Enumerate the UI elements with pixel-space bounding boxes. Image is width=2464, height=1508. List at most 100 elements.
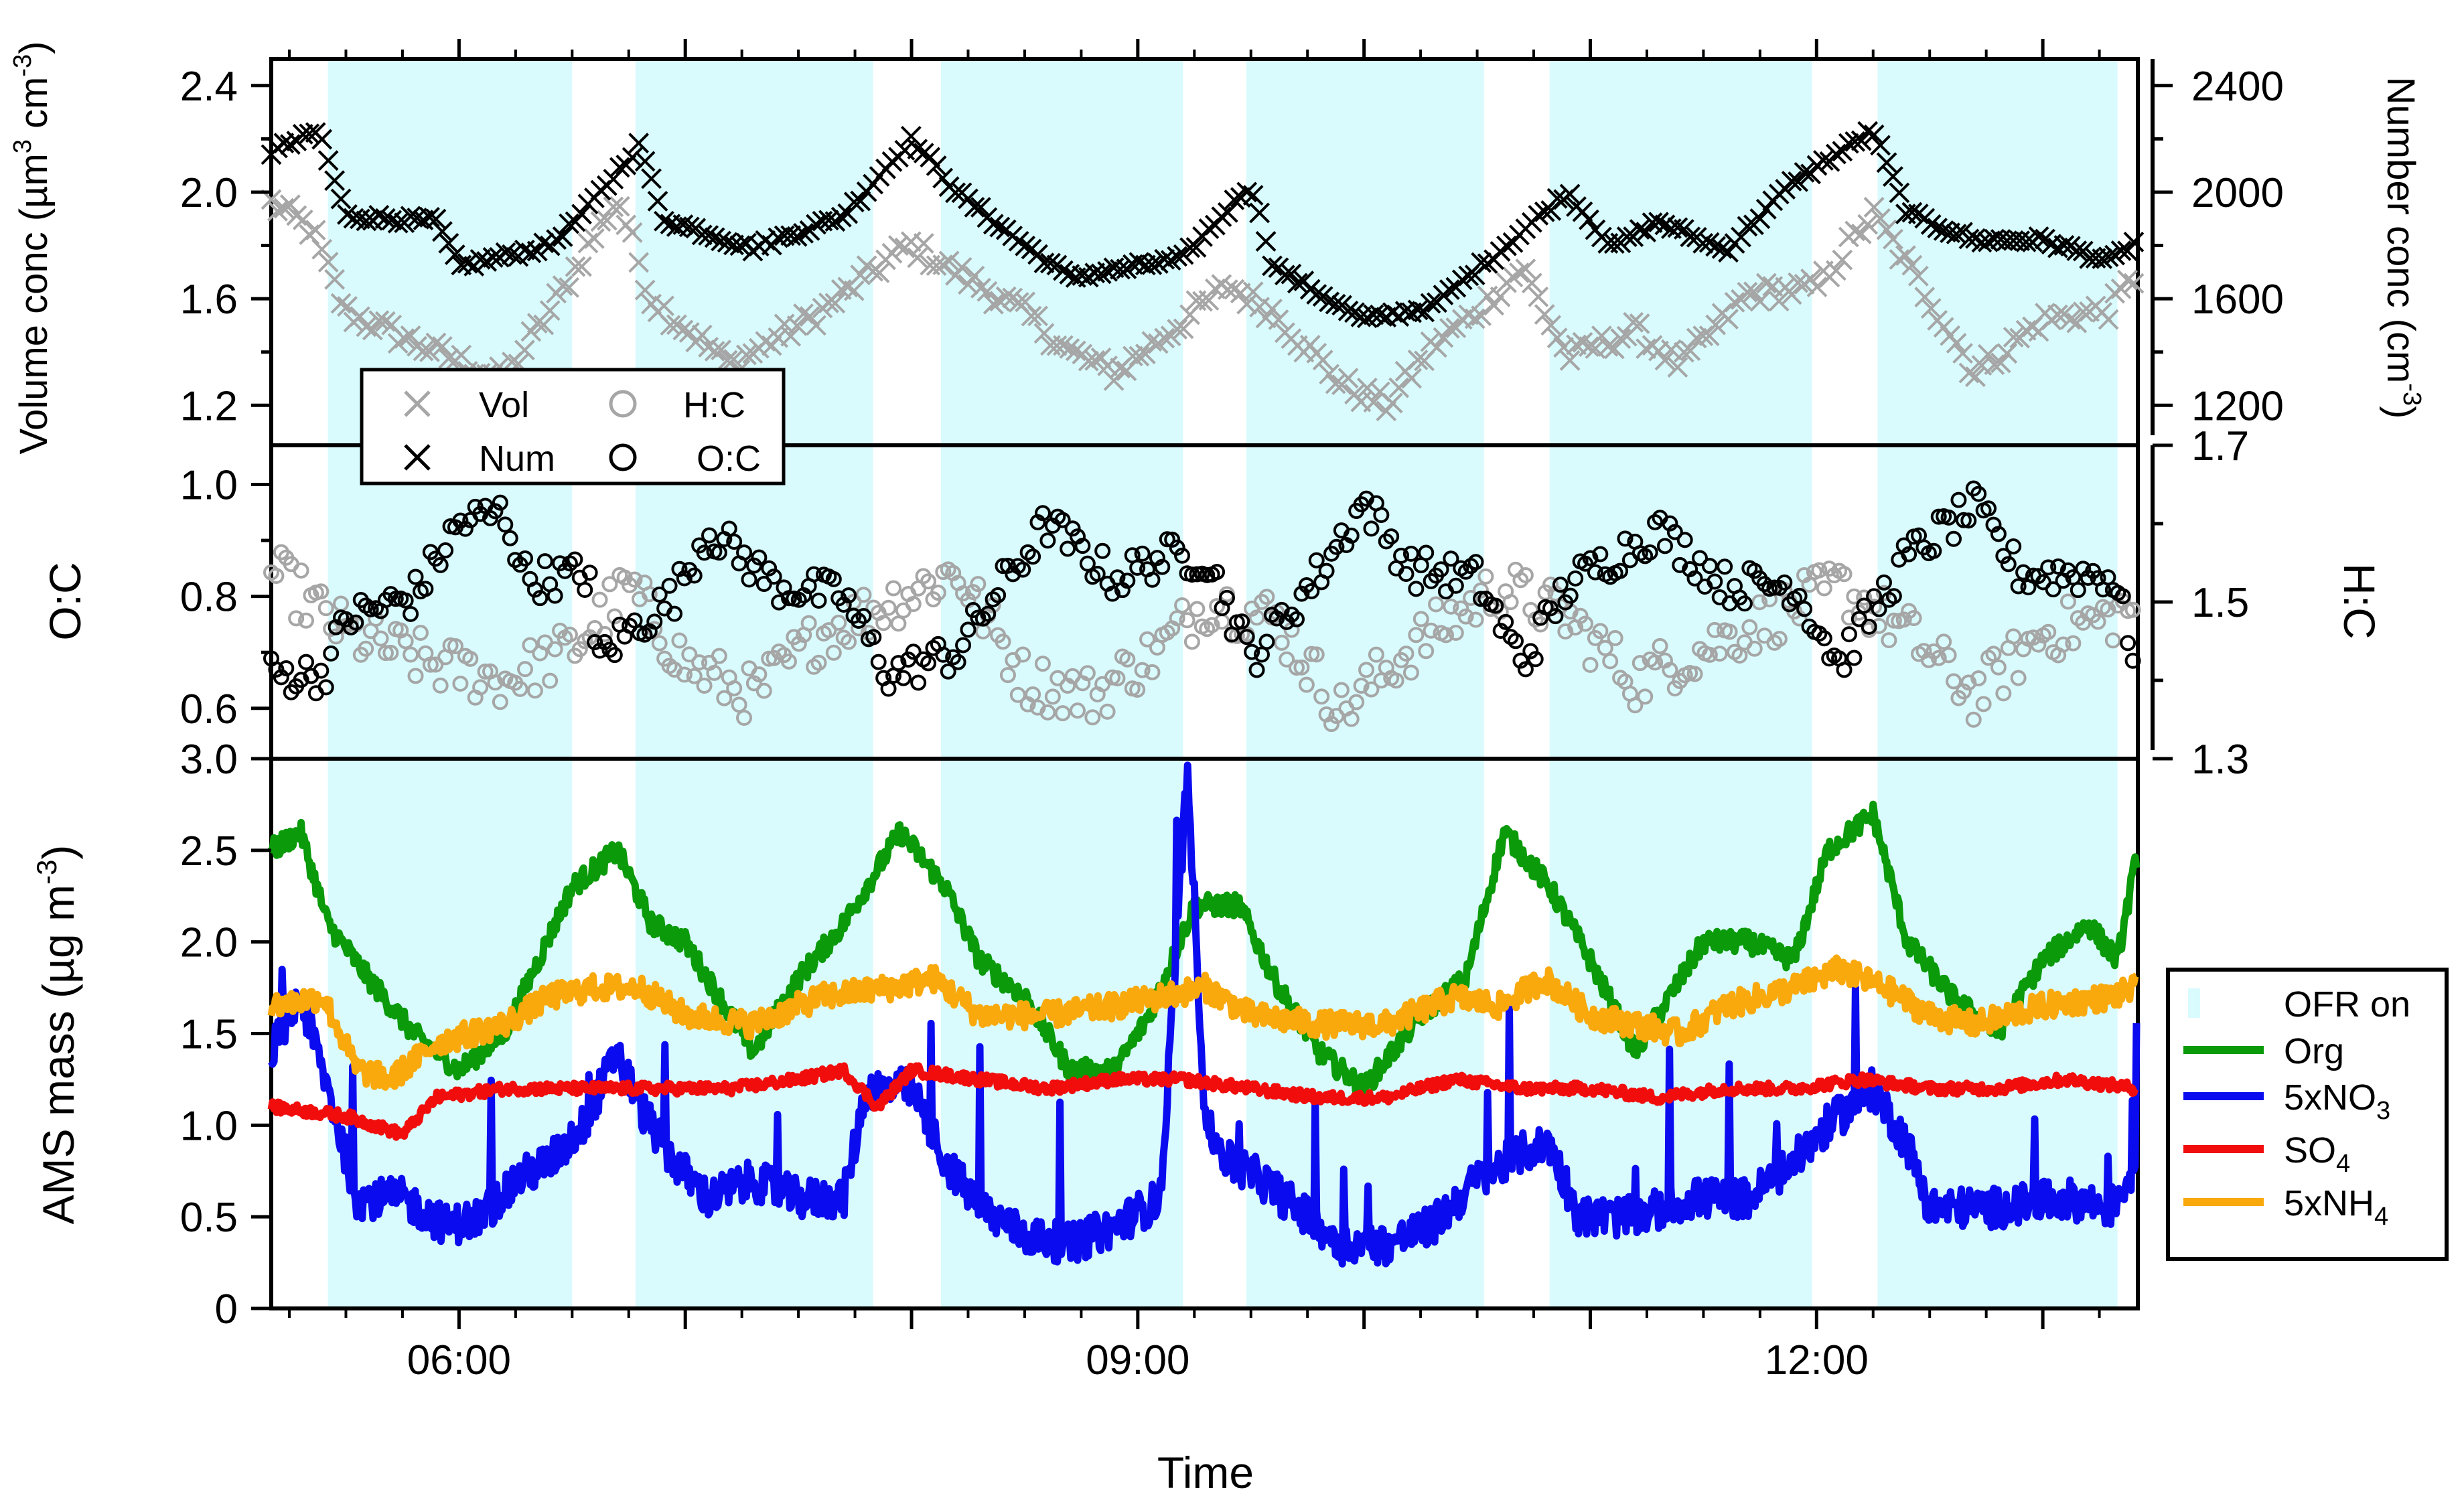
x-stroke (279, 134, 301, 155)
x-marker (1141, 254, 1163, 275)
x-stroke (729, 235, 751, 256)
x-marker (609, 196, 630, 217)
x-stroke (559, 213, 579, 234)
x-marker (1337, 368, 1359, 389)
x-marker (628, 252, 650, 273)
x-stroke (793, 303, 814, 325)
x-marker (1521, 273, 1542, 294)
x-stroke (1236, 181, 1258, 203)
x-stroke (2003, 327, 2024, 348)
y-tick-label: 2.5 (180, 828, 238, 875)
x-stroke (1895, 245, 1916, 267)
ticks: 1.2 1.6 2.0 2.4 1200 1600 2000 2400 0.6 0.8 1.0 1.3… (180, 39, 2284, 1383)
x-stroke (1154, 248, 1175, 270)
o-marker (890, 615, 907, 632)
o-marker (855, 587, 872, 603)
x-stroke (1078, 267, 1099, 288)
o-marker (865, 629, 882, 646)
x-marker (1958, 228, 1980, 250)
x-axis-title: Time (1157, 1448, 1254, 1497)
o-marker (1099, 703, 1116, 720)
o-marker (1079, 665, 1096, 682)
x-marker (552, 226, 573, 247)
o-marker (2045, 581, 2061, 598)
o-marker (990, 587, 1007, 603)
x-marker (1217, 202, 1238, 223)
o-marker (1437, 627, 1454, 644)
o-marker (317, 600, 334, 617)
x-stroke (425, 208, 447, 230)
x-stroke (1160, 250, 1181, 271)
o-marker (686, 567, 703, 584)
o-marker (945, 649, 962, 666)
o-marker (1423, 622, 1439, 639)
x-stroke (1275, 265, 1295, 286)
oc-ylabel: O:C (40, 562, 90, 640)
x-marker (1217, 279, 1238, 300)
x-marker (571, 256, 592, 277)
o-marker (1856, 597, 1873, 614)
x-stroke (1147, 252, 1169, 274)
o-marker (1308, 552, 1325, 569)
o-marker (1960, 512, 1977, 529)
x-marker (590, 211, 611, 232)
o-marker (1408, 627, 1425, 644)
o-marker (403, 646, 419, 663)
o-marker (1293, 659, 1310, 676)
o-marker (2040, 623, 2057, 640)
x-marker (1388, 377, 1410, 398)
x-stroke (1737, 281, 1758, 303)
x-stroke (1654, 350, 1676, 371)
x-marker (317, 252, 339, 273)
x-marker (1667, 357, 1688, 378)
x-stroke (1363, 304, 1384, 325)
x-marker (533, 314, 555, 335)
x-marker (438, 232, 459, 254)
series-line-SO4 (267, 1062, 2139, 1141)
x-stroke (1471, 252, 1492, 273)
o-marker (382, 644, 399, 661)
o-marker (447, 638, 463, 655)
x-stroke (1755, 273, 1777, 294)
o-marker (1542, 600, 1559, 617)
x-marker (1629, 313, 1650, 334)
x-stroke (305, 220, 326, 241)
x-stroke (1084, 350, 1106, 371)
x-stroke (755, 331, 776, 352)
x-marker (970, 197, 991, 218)
x-stroke (1698, 325, 1720, 346)
x-marker (1439, 279, 1460, 300)
x-stroke (1002, 287, 1023, 309)
y-tick-label: 1.7 (2191, 423, 2249, 469)
o-marker (477, 663, 494, 680)
y-tick-label: 0.6 (180, 686, 238, 733)
x-stroke (1439, 317, 1460, 339)
legend-no3-label: 5xNO3 (2284, 1077, 2390, 1125)
o-marker (422, 656, 439, 673)
x-marker (958, 274, 979, 295)
o-marker (870, 654, 887, 670)
x-stroke (1965, 228, 1986, 249)
x-marker (1813, 150, 1834, 171)
x-stroke (279, 194, 301, 216)
x-stroke (1464, 308, 1485, 329)
o-marker (1572, 607, 1589, 624)
x-stroke (983, 214, 1004, 235)
o-marker (1104, 585, 1121, 602)
x-marker (1154, 327, 1175, 349)
o-marker (397, 633, 414, 650)
o-marker (1562, 587, 1579, 604)
x-stroke (330, 293, 352, 314)
x-stroke (1451, 269, 1473, 291)
x-marker (1224, 190, 1245, 210)
o-marker (1064, 520, 1081, 537)
x-marker (1667, 217, 1688, 238)
x-marker (1451, 269, 1473, 291)
o-marker (2040, 559, 2057, 576)
o-marker (1343, 527, 1360, 544)
x-marker (1097, 260, 1118, 282)
x-stroke (1825, 143, 1846, 165)
x-marker (678, 216, 700, 238)
x-marker (1173, 318, 1194, 340)
